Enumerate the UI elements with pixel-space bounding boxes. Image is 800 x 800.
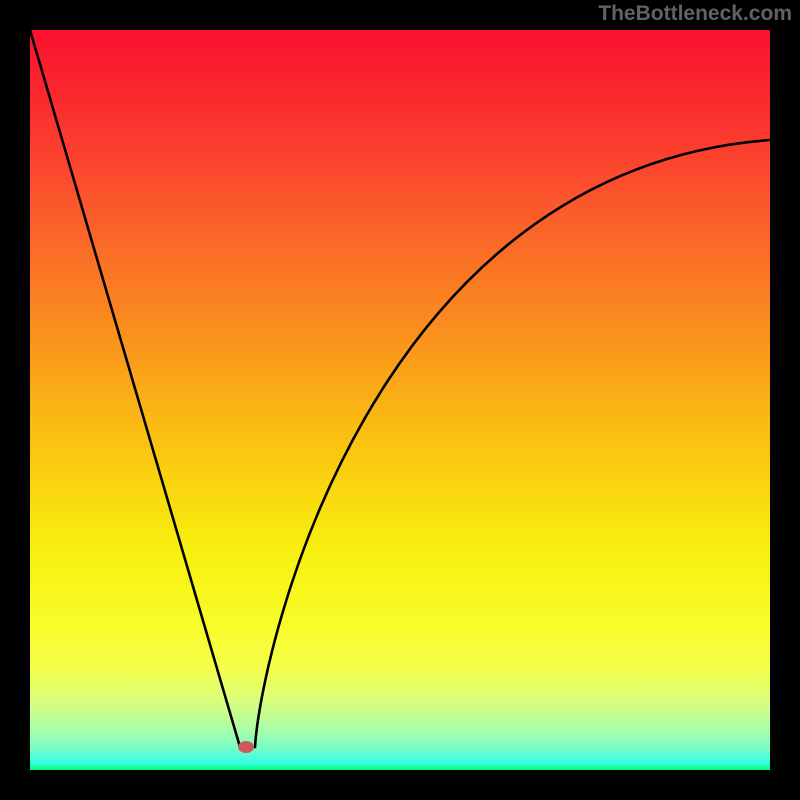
minimum-marker — [238, 741, 254, 753]
gradient-background — [30, 30, 770, 770]
watermark-label: TheBottleneck.com — [598, 2, 792, 26]
plot-area — [30, 30, 770, 770]
chart-container: TheBottleneck.com — [0, 0, 800, 800]
